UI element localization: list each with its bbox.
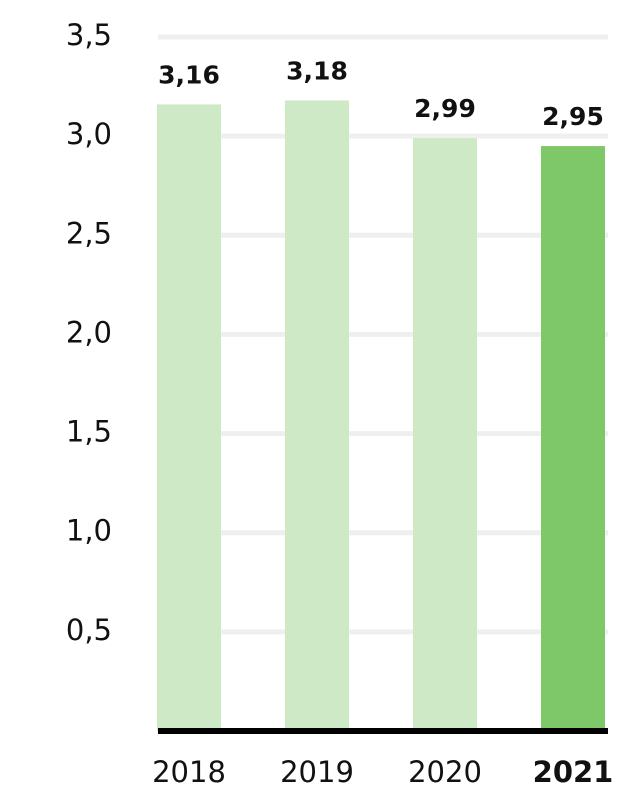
bar bbox=[157, 104, 221, 732]
value-label: 3,16 bbox=[158, 60, 220, 89]
x-tick-label: 2020 bbox=[408, 755, 482, 789]
x-tick-label: 2021 bbox=[533, 755, 614, 789]
y-tick-label: 0,5 bbox=[66, 613, 112, 647]
value-label: 2,95 bbox=[542, 102, 604, 131]
y-tick-label: 1,5 bbox=[66, 415, 112, 449]
y-tick-label: 1,0 bbox=[66, 514, 112, 548]
value-label: 3,18 bbox=[286, 56, 348, 85]
bar bbox=[285, 100, 349, 732]
bar bbox=[541, 146, 605, 732]
x-tick-label: 2019 bbox=[280, 755, 354, 789]
value-label: 2,99 bbox=[414, 94, 476, 123]
y-tick-label: 2,5 bbox=[66, 216, 112, 250]
y-tick-label: 3,5 bbox=[66, 18, 112, 52]
x-tick-label: 2018 bbox=[152, 755, 226, 789]
y-tick-label: 3,0 bbox=[66, 117, 112, 151]
bar bbox=[413, 138, 477, 731]
y-tick-label: 2,0 bbox=[66, 315, 112, 349]
